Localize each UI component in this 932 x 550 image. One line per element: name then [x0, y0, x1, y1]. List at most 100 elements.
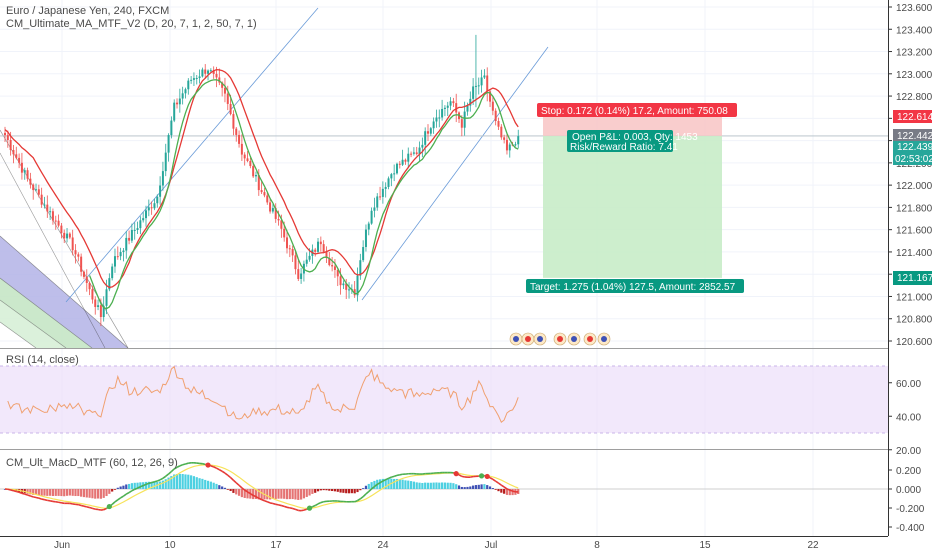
macd-line-segment — [238, 484, 243, 489]
macd-bar — [144, 481, 148, 489]
macd-bar — [356, 489, 359, 493]
macd-bar — [190, 475, 193, 489]
macd-line-segment — [176, 465, 181, 468]
macd-bar — [221, 486, 224, 489]
macd-line-segment — [396, 474, 400, 477]
candle-body — [221, 82, 224, 88]
macd-line-segment — [292, 507, 296, 511]
macd-line-segment — [281, 504, 285, 508]
macd-bar — [252, 489, 255, 500]
candle-body — [432, 121, 435, 129]
current-price-tag: 122.439 — [893, 141, 932, 153]
macd-line-segment — [142, 483, 147, 487]
macd-cross-dots — [106, 462, 490, 511]
macd-bar — [184, 474, 187, 489]
macd-bar — [153, 482, 156, 489]
macd-bar — [63, 489, 66, 497]
macd-bar — [300, 489, 303, 500]
macd-line-segment — [13, 489, 17, 493]
macd-bar — [280, 489, 283, 499]
symbol-title[interactable]: Euro / Japanese Yen, 240, FXCM — [6, 5, 169, 17]
macd-line-segment — [58, 501, 62, 504]
time-tick-label: 22 — [807, 540, 819, 550]
macd-bar — [297, 489, 300, 500]
macd-bar — [277, 489, 280, 499]
rsi-line — [7, 365, 519, 423]
macd-line-segment — [458, 474, 463, 478]
macd-bar — [96, 489, 100, 499]
macd-bar — [285, 489, 289, 500]
macd-line-segment — [503, 486, 508, 490]
price-tick-label: 122.000 — [896, 181, 932, 192]
candle-body — [51, 211, 54, 221]
price-tick-label: 120.800 — [896, 315, 932, 326]
macd-bar — [127, 483, 131, 489]
rsi-title[interactable]: RSI (14, close) — [6, 354, 79, 366]
macd-bar — [511, 489, 514, 496]
candle-body — [54, 220, 57, 222]
candle-body — [401, 159, 404, 165]
candle-body — [455, 103, 458, 113]
price-tick-label: 121.400 — [896, 248, 932, 259]
macd-bar — [133, 482, 136, 489]
macd-bar — [161, 480, 165, 489]
candle-body — [384, 186, 387, 189]
candle-body — [314, 249, 317, 252]
candle-body — [452, 101, 455, 104]
macd-title[interactable]: CM_Ult_MacD_MTF (60, 12, 26, 9) — [6, 457, 178, 469]
time-axis-ticks[interactable]: Jun 10 17 24 Jul 8 15 22 — [54, 540, 819, 550]
candle-body — [235, 128, 238, 135]
macd-bar — [503, 489, 506, 494]
ma-indicator-title[interactable]: CM_Ultimate_MA_MTF_V2 (D, 20, 7, 1, 2, 5… — [6, 18, 257, 30]
macd-bar — [204, 479, 207, 489]
candle-body — [63, 232, 66, 239]
macd-line-segment — [16, 490, 20, 494]
price-tick-label: 122.800 — [896, 92, 932, 103]
macd-line-segment — [221, 470, 226, 474]
macd-bar — [266, 489, 269, 500]
macd-bar — [480, 484, 483, 489]
time-tick-label: Jun — [54, 540, 70, 550]
macd-line-segment — [312, 504, 316, 508]
macd-bar — [311, 489, 314, 494]
macd-bar — [345, 489, 348, 494]
candle-body — [167, 135, 170, 153]
macd-bar — [477, 484, 480, 489]
candle-body — [187, 80, 190, 90]
macd-line-segment — [89, 506, 93, 510]
candle-body — [125, 237, 128, 251]
macd-bar — [407, 480, 410, 489]
macd-line-segment — [489, 477, 494, 481]
candle-body — [102, 305, 105, 318]
macd-bar — [432, 482, 435, 489]
macd-line-segment — [244, 489, 248, 493]
candle-body — [198, 76, 201, 79]
macd-line-segment — [379, 480, 384, 484]
candle-body — [266, 195, 269, 203]
macd-bar — [274, 489, 277, 499]
macd-bar — [294, 489, 297, 500]
macd-line-segment — [376, 482, 381, 486]
candle-body — [232, 114, 235, 129]
macd-bar — [257, 489, 260, 500]
candle-body — [429, 128, 432, 134]
candle-body — [145, 210, 147, 219]
macd-bar — [209, 481, 212, 489]
last-price-tag: 122.442 — [893, 129, 932, 142]
candle-body — [317, 241, 320, 252]
macd-line-segment — [140, 484, 144, 488]
macd-bar — [288, 489, 291, 500]
event-icons[interactable] — [509, 332, 611, 346]
macd-line-segment — [80, 504, 85, 507]
candle-body — [257, 174, 260, 191]
candle-body — [23, 170, 26, 173]
macd-bar — [94, 489, 97, 499]
macd-bar — [505, 489, 509, 495]
candle-body — [29, 178, 32, 185]
macd-bar — [500, 489, 503, 493]
macd-line-segment — [114, 499, 119, 503]
macd-bar — [91, 489, 94, 499]
macd-bar — [497, 489, 500, 492]
macd-line-segment — [512, 490, 516, 493]
macd-line-segment — [21, 492, 25, 495]
